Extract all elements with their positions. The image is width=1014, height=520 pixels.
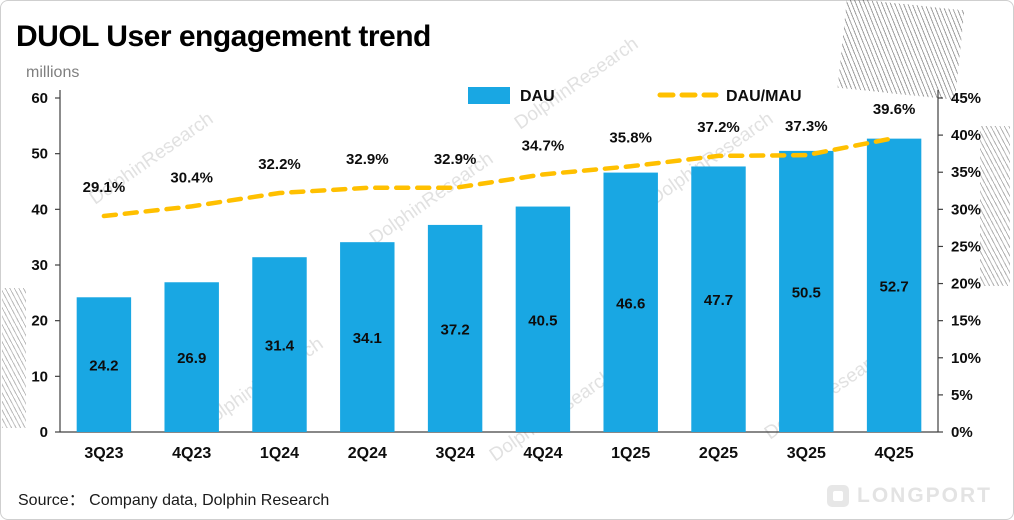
- left-axis-tick-label: 20: [31, 313, 48, 330]
- bar-value-label-2Q25: 47.7: [704, 292, 733, 309]
- bar-1Q24: [252, 257, 307, 432]
- x-axis-category-label-1Q25: 1Q25: [611, 445, 650, 462]
- dau-mau-line: [101, 135, 897, 219]
- left-axis-tick-label: 30: [31, 257, 48, 274]
- x-axis-category-label-4Q25: 4Q25: [875, 445, 914, 462]
- right-axis-tick-label: 5%: [951, 387, 973, 404]
- x-axis-category-label-2Q24: 2Q24: [348, 445, 387, 462]
- bar-value-label-4Q24: 40.5: [528, 312, 557, 329]
- bar-3Q23: [76, 297, 132, 432]
- line-value-label-1Q24: 32.2%: [258, 156, 301, 173]
- legend-dau-swatch: [468, 87, 510, 104]
- right-axis-tick-label: 20%: [951, 276, 981, 293]
- legend-dau-mau-label: DAU/MAU: [726, 88, 802, 105]
- legend-dau-label: DAU: [520, 88, 555, 105]
- line-value-label-3Q23: 29.1%: [83, 179, 126, 196]
- line-value-label-1Q25: 35.8%: [609, 129, 652, 146]
- longport-brand: LONGPORT: [827, 484, 992, 508]
- bar-value-label-1Q24: 31.4: [265, 338, 295, 355]
- right-axis-tick-label: 25%: [951, 238, 981, 255]
- left-axis-tick-label: 50: [31, 146, 48, 163]
- chart-title: DUOL User engagement trend: [16, 20, 431, 53]
- right-axis-tick-label: 10%: [951, 350, 981, 367]
- left-axis-tick-label: 0: [40, 424, 48, 441]
- bar-3Q24: [427, 224, 483, 432]
- x-axis-category-label-4Q23: 4Q23: [172, 445, 211, 462]
- source-note: Source： Company data, Dolphin Research: [18, 492, 330, 509]
- bar-value-label-4Q23: 26.9: [177, 350, 206, 367]
- x-axis-category-label-3Q23: 3Q23: [84, 445, 123, 462]
- line-value-label-2Q24: 32.9%: [346, 151, 389, 168]
- x-axis-category-label-2Q25: 2Q25: [699, 445, 738, 462]
- longport-brand-text: LONGPORT: [857, 484, 992, 507]
- left-axis-tick-label: 40: [31, 201, 48, 218]
- bar-value-label-3Q23: 24.2: [89, 358, 118, 375]
- bar-value-label-2Q24: 34.1: [353, 330, 382, 347]
- left-axis-units-label: millions: [26, 64, 80, 81]
- bar-3Q25: [779, 150, 834, 432]
- line-value-label-2Q25: 37.2%: [697, 119, 740, 136]
- right-axis-tick-label: 30%: [951, 201, 981, 218]
- left-axis-tick-label: 10: [31, 368, 48, 385]
- left-axis-tick-label: 60: [31, 90, 48, 107]
- x-axis-category-label-4Q24: 4Q24: [523, 445, 562, 462]
- bar-2Q24: [340, 242, 395, 432]
- line-value-label-4Q24: 34.7%: [522, 137, 565, 154]
- bar-1Q25: [603, 172, 658, 433]
- bar-value-label-1Q25: 46.6: [616, 295, 645, 312]
- bar-value-label-4Q25: 52.7: [879, 278, 908, 295]
- bar-value-label-3Q24: 37.2: [440, 321, 469, 338]
- bar-value-label-3Q25: 50.5: [792, 284, 821, 301]
- x-axis-category-label-3Q24: 3Q24: [436, 445, 475, 462]
- bar-4Q25: [866, 138, 922, 433]
- right-axis-tick-label: 15%: [951, 313, 981, 330]
- line-value-label-4Q25: 39.6%: [873, 101, 916, 118]
- x-axis-category-label-3Q25: 3Q25: [787, 445, 826, 462]
- watermark-text: DolphinResearch: [511, 33, 642, 134]
- line-value-label-3Q24: 32.9%: [434, 151, 477, 168]
- bar-4Q23: [164, 282, 219, 432]
- right-axis-tick-label: 45%: [951, 90, 981, 107]
- line-value-label-4Q23: 30.4%: [170, 169, 213, 186]
- line-value-label-3Q25: 37.3%: [785, 118, 828, 135]
- right-axis-tick-label: 0%: [951, 424, 973, 441]
- right-axis-tick-label: 40%: [951, 127, 981, 144]
- bar-2Q25: [691, 166, 746, 432]
- right-axis-tick-label: 35%: [951, 164, 981, 181]
- longport-logo-icon: [827, 485, 849, 507]
- bar-4Q24: [515, 206, 571, 432]
- x-axis-category-label-1Q24: 1Q24: [260, 445, 299, 462]
